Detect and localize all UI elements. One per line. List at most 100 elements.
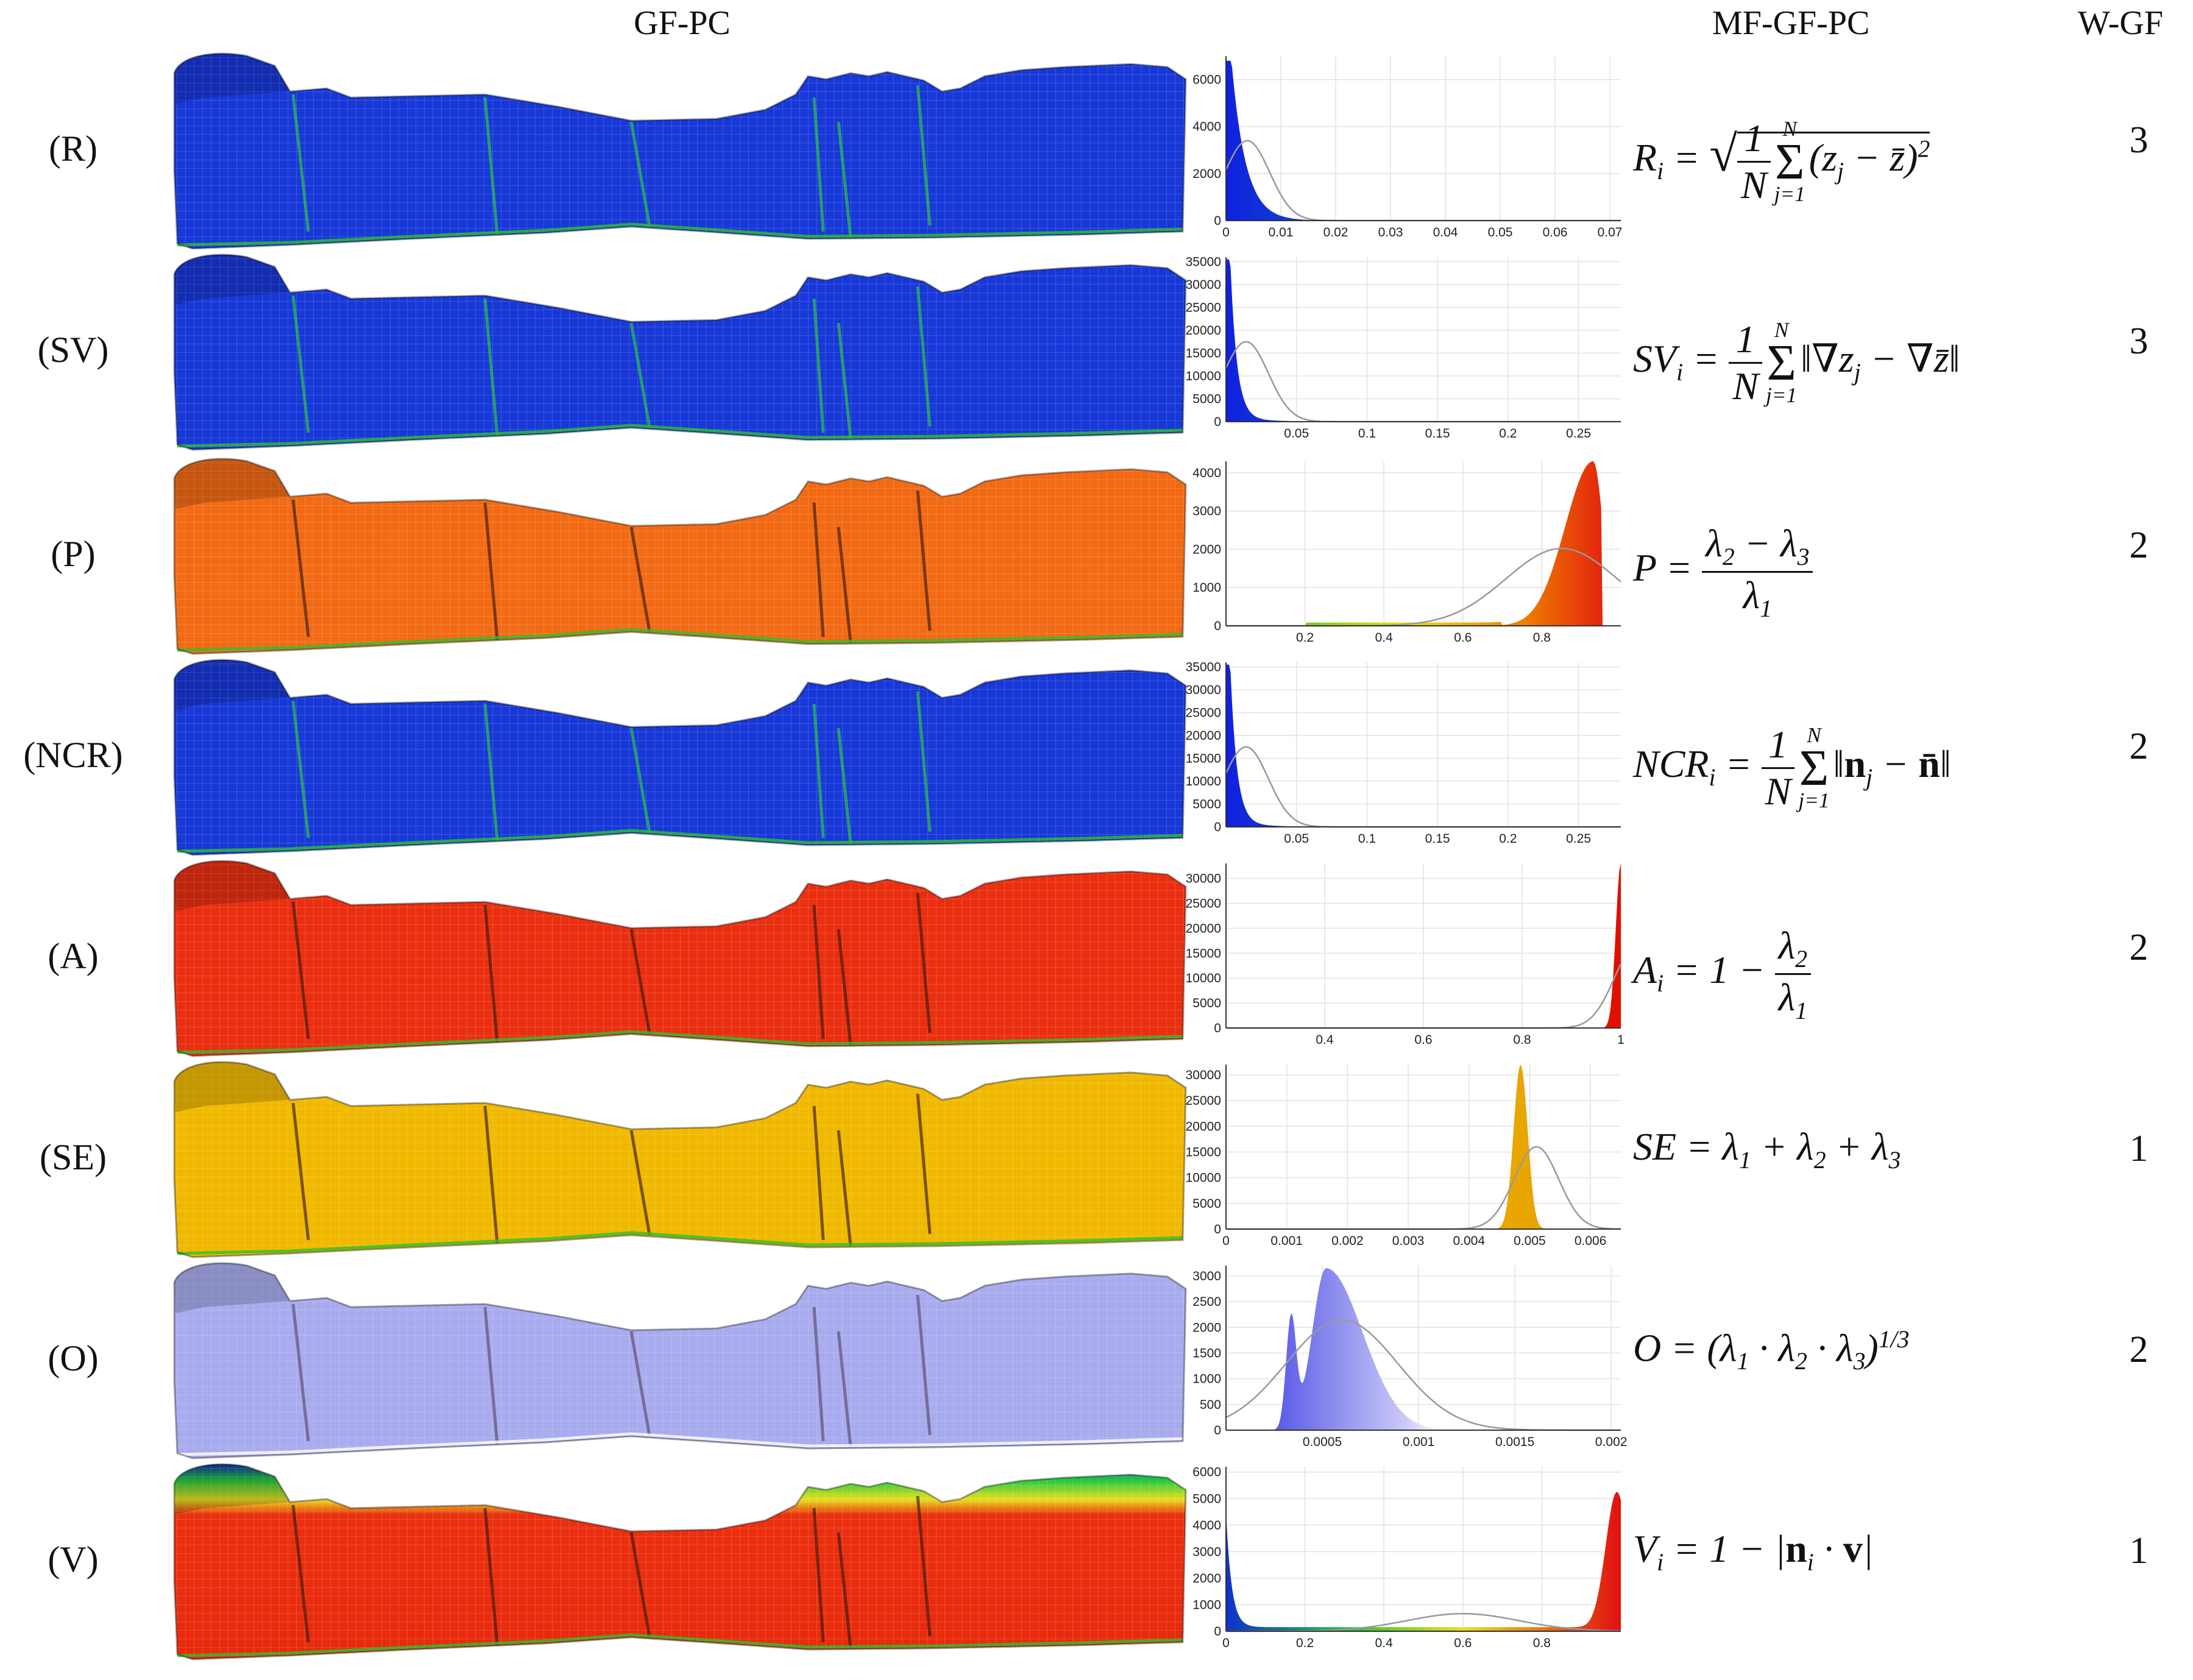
y-tick-label: 0 bbox=[1214, 1021, 1221, 1035]
point-cloud-2 bbox=[173, 458, 1187, 655]
x-tick-label: 0.4 bbox=[1375, 1636, 1394, 1650]
y-tick-label: 25000 bbox=[1186, 1094, 1221, 1108]
y-tick-label: 3000 bbox=[1192, 1545, 1221, 1559]
histogram-panel: 0 1000 2000 3000 4000 5000 6000 0 0.2 0.4 0.6 0.8 bbox=[1182, 1459, 1627, 1661]
histogram-bars bbox=[1226, 1492, 1621, 1631]
feature-label: (A) bbox=[48, 936, 99, 976]
histogram-bars bbox=[1226, 1065, 1621, 1229]
histogram-SV: 0 5000 10000 15000 20000 25000 30000 35000 0.05 0… bbox=[1186, 255, 1621, 441]
y-tick-label: 6000 bbox=[1192, 73, 1221, 87]
x-tick-label: 0.001 bbox=[1270, 1234, 1303, 1248]
point-cloud-0 bbox=[173, 52, 1187, 250]
histogram-panel: 0 5000 10000 15000 20000 25000 30000 35000 0.05 0… bbox=[1182, 655, 1627, 856]
y-tick-label: 500 bbox=[1200, 1398, 1221, 1412]
feature-row: (O) 0 500 1000 1500 2000 2500 3000 0.0005 0.001 0.… bbox=[0, 1258, 2193, 1459]
y-tick-label: 3000 bbox=[1192, 1269, 1221, 1283]
y-tick-label: 5000 bbox=[1192, 798, 1221, 812]
x-tick-label: 0.01 bbox=[1269, 225, 1294, 239]
y-tick-label: 4000 bbox=[1192, 1519, 1221, 1533]
cloud-panel bbox=[168, 1258, 1192, 1459]
cloud-panel bbox=[168, 49, 1192, 250]
x-tick-label: 0.1 bbox=[1358, 832, 1376, 846]
cloud-panel bbox=[168, 655, 1192, 856]
feature-formula: P = λ2 − λ3 λ1 bbox=[1633, 521, 2096, 623]
y-tick-label: 5000 bbox=[1192, 1492, 1221, 1506]
point-cloud-4 bbox=[173, 860, 1187, 1057]
header-mf-gf-pc: MF-GF-PC bbox=[1712, 4, 1870, 42]
x-tick-label: 0.004 bbox=[1453, 1234, 1485, 1248]
x-tick-label: 0.006 bbox=[1575, 1234, 1607, 1248]
y-tick-label: 30000 bbox=[1186, 1068, 1221, 1082]
histogram-O: 0 500 1000 1500 2000 2500 3000 0.0005 0.001 0.001… bbox=[1192, 1266, 1627, 1449]
y-tick-label: 10000 bbox=[1186, 774, 1221, 789]
feature-weight: 2 bbox=[2129, 525, 2149, 566]
y-tick-label: 3000 bbox=[1192, 505, 1221, 519]
histogram-bars bbox=[1226, 259, 1621, 422]
x-tick-label: 0.04 bbox=[1433, 225, 1458, 239]
x-tick-label: 0.6 bbox=[1454, 631, 1472, 645]
histogram-NCR: 0 5000 10000 15000 20000 25000 30000 35000 0.05 0… bbox=[1186, 661, 1621, 846]
feature-label: (V) bbox=[48, 1539, 99, 1579]
y-tick-label: 30000 bbox=[1186, 278, 1221, 292]
point-cloud-6 bbox=[173, 1262, 1187, 1459]
x-tick-label: 0.0015 bbox=[1495, 1435, 1534, 1449]
histogram-SE: 0 5000 10000 15000 20000 25000 30000 0 0.001 0.00… bbox=[1186, 1065, 1621, 1248]
histogram-panel: 0 5000 10000 15000 20000 25000 30000 35000 0.05 0… bbox=[1182, 250, 1627, 451]
histogram-panel: 0 2000 4000 6000 0 0.01 0.02 0.03 0.04 0.05 0.06 0.… bbox=[1182, 49, 1627, 250]
feature-weight: 2 bbox=[2129, 726, 2149, 767]
y-tick-label: 20000 bbox=[1186, 729, 1221, 743]
x-tick-label: 0 bbox=[1222, 1636, 1230, 1650]
y-tick-label: 25000 bbox=[1186, 896, 1221, 910]
x-tick-label: 0.8 bbox=[1533, 1636, 1551, 1650]
x-tick-label: 0.06 bbox=[1543, 225, 1568, 239]
x-tick-label: 0.002 bbox=[1595, 1435, 1627, 1449]
y-tick-label: 1000 bbox=[1192, 1372, 1221, 1386]
fit-curve bbox=[1225, 746, 1621, 828]
y-tick-label: 0 bbox=[1214, 1423, 1221, 1437]
x-tick-label: 0.4 bbox=[1375, 631, 1394, 645]
point-cloud-7 bbox=[173, 1463, 1187, 1661]
y-tick-label: 2000 bbox=[1192, 1572, 1221, 1586]
histogram-P: 0 1000 2000 3000 4000 0.2 0.4 0.6 0.8 bbox=[1192, 461, 1621, 645]
point-cloud-1 bbox=[173, 253, 1187, 451]
x-tick-label: 0.03 bbox=[1378, 225, 1403, 239]
y-tick-label: 2000 bbox=[1192, 1320, 1221, 1334]
y-tick-label: 15000 bbox=[1186, 1145, 1221, 1159]
fit-curve bbox=[1226, 1146, 1621, 1230]
y-tick-label: 5000 bbox=[1192, 996, 1221, 1010]
histogram-panel: 0 500 1000 1500 2000 2500 3000 0.0005 0.001 0.001… bbox=[1182, 1258, 1627, 1459]
histogram-panel: 0 5000 10000 15000 20000 25000 30000 0.4 0.6 0.8 1 bbox=[1182, 856, 1627, 1057]
x-tick-label: 0.4 bbox=[1316, 1033, 1334, 1047]
y-tick-label: 20000 bbox=[1186, 324, 1221, 338]
y-tick-label: 15000 bbox=[1186, 347, 1221, 361]
x-tick-label: 0.2 bbox=[1296, 1636, 1314, 1650]
header-gf-pc: GF-PC bbox=[634, 4, 731, 42]
histogram-A: 0 5000 10000 15000 20000 25000 30000 0.4 0.6 0.8 1 bbox=[1186, 863, 1624, 1047]
feature-row: (P) 0 1000 2000 3000 4000 0.2 0.4 0.6 0.8 P = λ2 −… bbox=[0, 454, 2193, 655]
x-tick-label: 0.003 bbox=[1392, 1234, 1425, 1248]
feature-row: (A) 0 5000 10000 15000 20000 25000 30000 0.4 0.6 0… bbox=[0, 856, 2193, 1057]
y-tick-label: 4000 bbox=[1192, 466, 1221, 480]
y-tick-label: 0 bbox=[1214, 619, 1221, 633]
y-tick-label: 20000 bbox=[1186, 1119, 1221, 1133]
y-tick-label: 15000 bbox=[1186, 752, 1221, 766]
x-tick-label: 0.05 bbox=[1488, 225, 1513, 239]
feature-weight: 3 bbox=[2129, 321, 2149, 362]
x-tick-label: 0.005 bbox=[1514, 1234, 1546, 1248]
y-tick-label: 4000 bbox=[1192, 120, 1221, 134]
x-tick-label: 0.0005 bbox=[1303, 1435, 1342, 1449]
feature-weight: 3 bbox=[2129, 119, 2149, 161]
x-tick-label: 0.07 bbox=[1598, 225, 1623, 239]
y-tick-label: 5000 bbox=[1192, 1197, 1221, 1211]
feature-row: (SE) 0 5000 10000 15000 20000 25000 30000 0 0.001… bbox=[0, 1057, 2193, 1258]
y-tick-label: 6000 bbox=[1192, 1466, 1221, 1480]
cloud-panel bbox=[168, 454, 1192, 655]
y-tick-label: 2500 bbox=[1192, 1295, 1221, 1309]
x-tick-label: 0.8 bbox=[1533, 631, 1551, 645]
x-tick-label: 0.05 bbox=[1284, 832, 1309, 846]
feature-label: (NCR) bbox=[23, 735, 123, 775]
feature-weight: 2 bbox=[2129, 1329, 2149, 1370]
y-tick-label: 2000 bbox=[1192, 542, 1221, 556]
feature-label: (R) bbox=[49, 129, 97, 169]
y-tick-label: 35000 bbox=[1186, 255, 1221, 269]
